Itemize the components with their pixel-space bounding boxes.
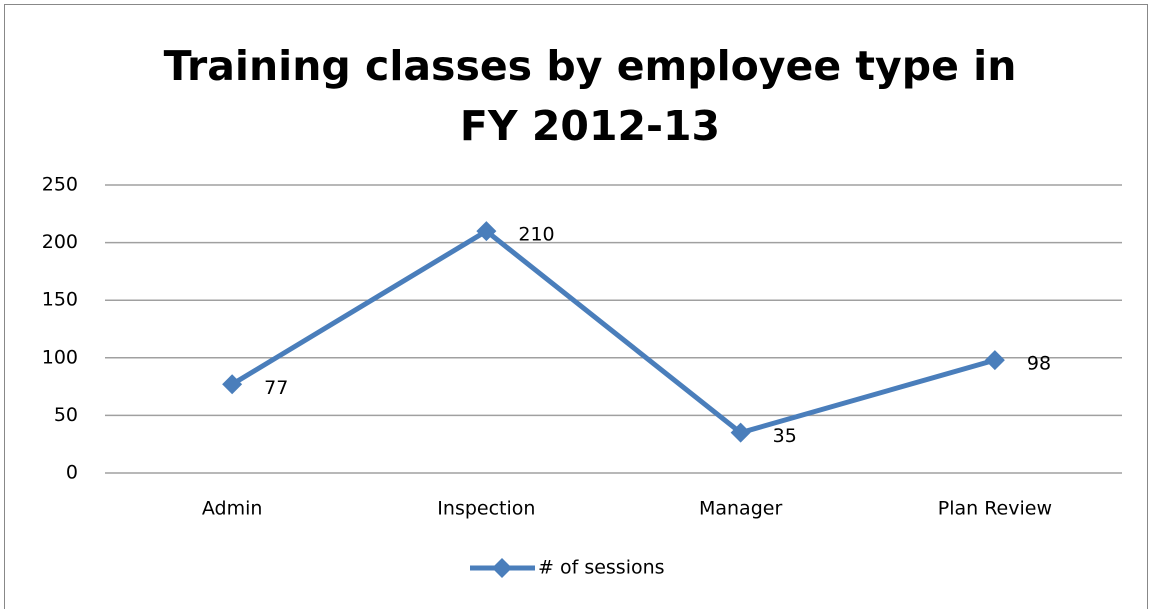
line [230,228,996,436]
x-tick-label: Inspection [437,498,535,520]
marker [984,350,1005,371]
data-label: 98 [1027,353,1051,375]
x-tick-label: Admin [202,498,263,520]
data-label: 210 [518,224,554,246]
chart-title: Training classes by employee type in FY … [163,42,1017,150]
marker [222,374,243,395]
y-tick-label: 50 [54,404,78,426]
y-tick-label: 100 [42,346,78,368]
marker [476,221,497,242]
legend-label: # of sessions [538,557,665,579]
chart-border [4,4,1148,609]
y-tick-label: 0 [66,462,78,484]
data-label: 35 [773,425,797,447]
data-label: 77 [264,377,288,399]
y-tick-label: 250 [42,174,78,196]
legend-marker [492,558,512,578]
y-tick-label: 150 [42,289,78,311]
x-tick-label: Manager [699,498,782,520]
marker [730,422,751,443]
y-tick-label: 200 [42,231,78,253]
x-tick-label: Plan Review [938,498,1052,520]
